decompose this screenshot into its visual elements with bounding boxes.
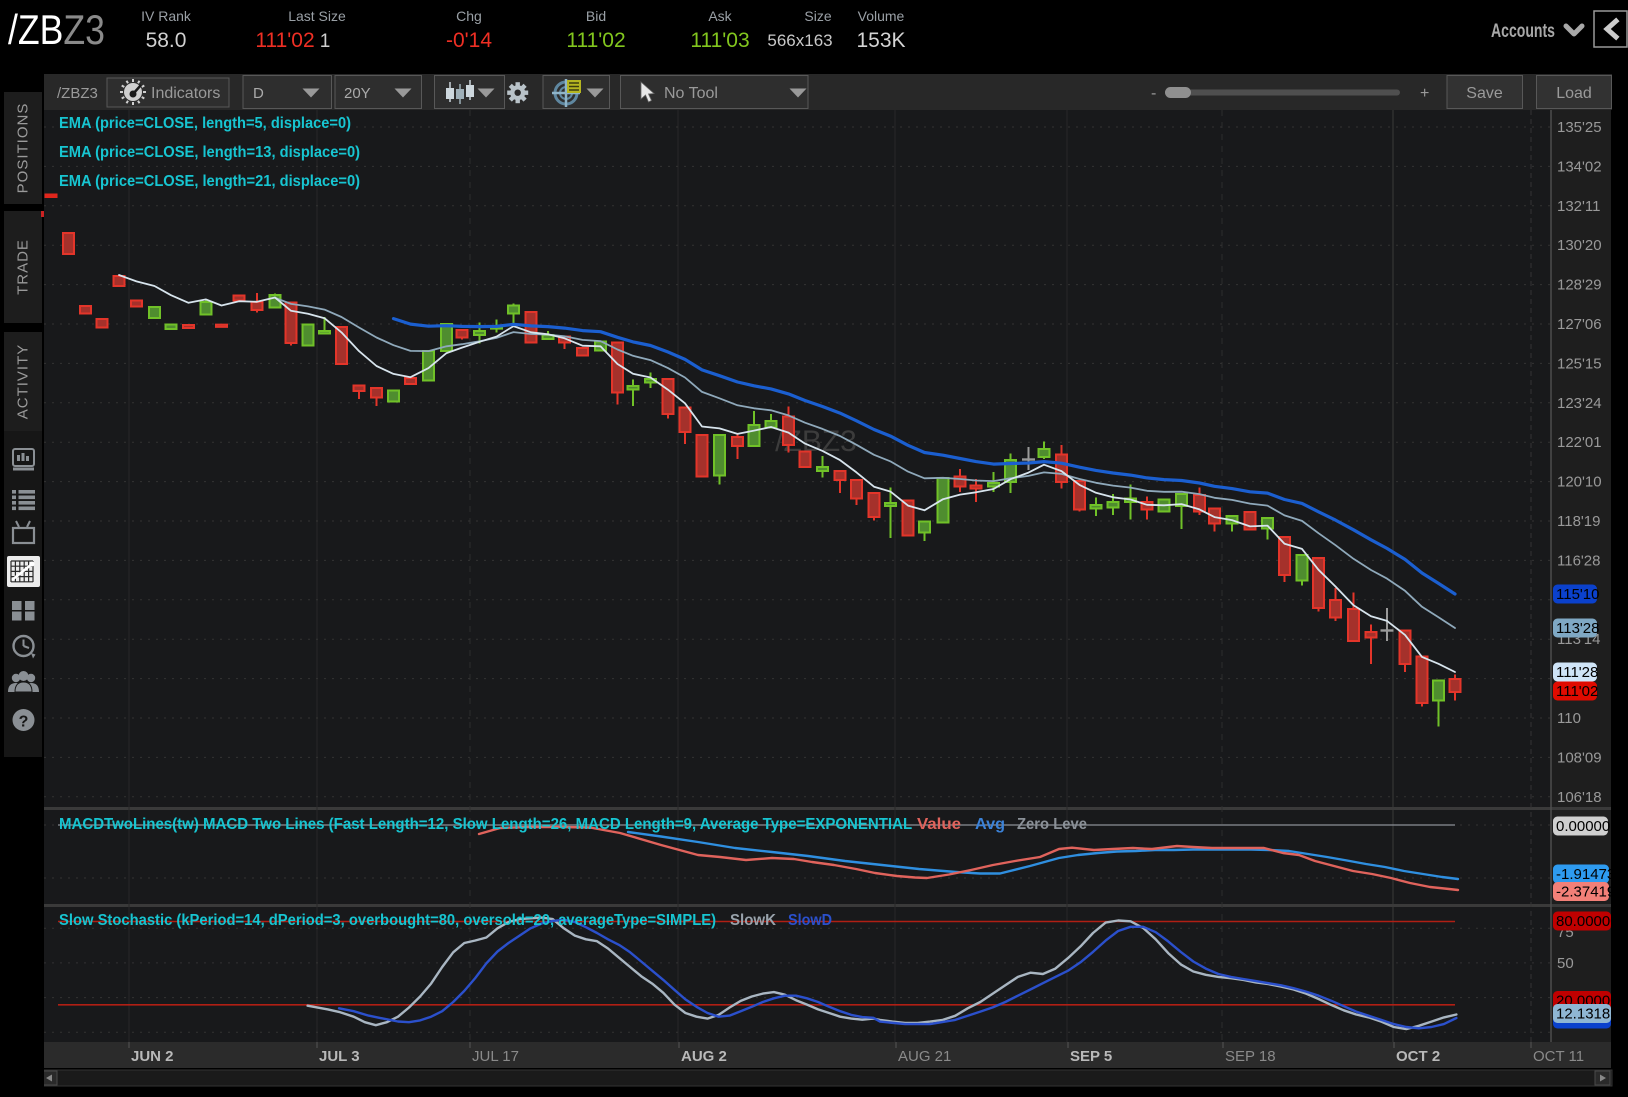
svg-text:118'19: 118'19 xyxy=(1557,513,1600,530)
svg-text:IV Rank: IV Rank xyxy=(141,8,192,24)
svg-text:125'15: 125'15 xyxy=(1557,355,1602,372)
svg-text:111'02: 111'02 xyxy=(1556,683,1598,700)
svg-text:JUN 2: JUN 2 xyxy=(131,1048,174,1065)
svg-text:/ZBZ3: /ZBZ3 xyxy=(57,85,98,102)
svg-text:Chg: Chg xyxy=(456,8,482,24)
svg-text:113'28: 113'28 xyxy=(1556,620,1599,637)
svg-text:ACTIVITY: ACTIVITY xyxy=(15,344,32,420)
svg-text:SEP 18: SEP 18 xyxy=(1225,1048,1276,1065)
svg-text:135'25: 135'25 xyxy=(1557,119,1602,136)
svg-text:Size: Size xyxy=(804,8,831,24)
svg-text:-1.91473: -1.91473 xyxy=(1556,866,1615,883)
svg-text:-2.37419: -2.37419 xyxy=(1556,884,1615,901)
svg-text:SEP 5: SEP 5 xyxy=(1070,1048,1112,1065)
svg-text:Last Size: Last Size xyxy=(288,8,346,24)
svg-text:JUL 3: JUL 3 xyxy=(319,1048,360,1065)
svg-text:Volume: Volume xyxy=(858,8,905,24)
svg-text:AUG 21: AUG 21 xyxy=(898,1048,951,1065)
svg-text:?: ? xyxy=(19,714,29,731)
svg-text:80.00000: 80.00000 xyxy=(1556,913,1619,930)
svg-text:D: D xyxy=(253,85,264,102)
svg-text:Bid: Bid xyxy=(586,8,606,24)
svg-text:132'11: 132'11 xyxy=(1557,198,1600,215)
svg-text:1: 1 xyxy=(320,31,331,52)
svg-text:116'28: 116'28 xyxy=(1557,552,1600,569)
svg-text:Accounts: Accounts xyxy=(1491,21,1555,42)
svg-text:130'20: 130'20 xyxy=(1557,237,1602,254)
svg-text:0.00000: 0.00000 xyxy=(1556,818,1610,835)
svg-text:MACDTwoLines(tw) MACD Two Line: MACDTwoLines(tw) MACD Two Lines (Fast Le… xyxy=(59,816,1087,833)
svg-text:111'02: 111'02 xyxy=(566,29,625,52)
svg-text:Save: Save xyxy=(1466,85,1503,102)
svg-text:Slow Stochastic (kPeriod=14, d: Slow Stochastic (kPeriod=14, dPeriod=3, … xyxy=(59,912,832,929)
svg-text:EMA (price=CLOSE, length=13, d: EMA (price=CLOSE, length=13, displace=0) xyxy=(59,144,360,161)
svg-text:/ZBZ3: /ZBZ3 xyxy=(8,6,105,53)
svg-text:128'29: 128'29 xyxy=(1557,277,1602,294)
svg-text:106'18: 106'18 xyxy=(1557,789,1602,806)
svg-text:OCT 11: OCT 11 xyxy=(1533,1048,1584,1065)
svg-text:+: + xyxy=(1420,85,1429,102)
svg-text:110: 110 xyxy=(1557,710,1581,727)
svg-text:POSITIONS: POSITIONS xyxy=(15,103,32,194)
svg-text:TRADE: TRADE xyxy=(15,239,32,295)
svg-text:111'03: 111'03 xyxy=(690,29,749,52)
svg-text:127'06: 127'06 xyxy=(1557,316,1602,333)
svg-text:134'02: 134'02 xyxy=(1557,158,1602,175)
svg-text:OCT 2: OCT 2 xyxy=(1396,1048,1440,1065)
svg-text:120'10: 120'10 xyxy=(1557,474,1602,491)
svg-text:Load: Load xyxy=(1556,85,1592,102)
svg-text:-0'14: -0'14 xyxy=(446,29,492,52)
svg-text:50: 50 xyxy=(1557,955,1574,972)
svg-text:108'09: 108'09 xyxy=(1557,749,1602,766)
svg-text:111'02: 111'02 xyxy=(255,29,314,52)
svg-text:AUG 2: AUG 2 xyxy=(681,1048,727,1065)
svg-text:115'10: 115'10 xyxy=(1556,586,1599,603)
svg-text:-: - xyxy=(1151,85,1156,102)
svg-text:JUL 17: JUL 17 xyxy=(472,1048,519,1065)
svg-text:566x163: 566x163 xyxy=(767,31,832,50)
svg-text:EMA (price=CLOSE, length=5, di: EMA (price=CLOSE, length=5, displace=0) xyxy=(59,115,351,132)
svg-text:58.0: 58.0 xyxy=(146,29,187,52)
svg-text:Indicators: Indicators xyxy=(151,85,220,102)
svg-text:EMA (price=CLOSE, length=21, d: EMA (price=CLOSE, length=21, displace=0) xyxy=(59,173,360,190)
svg-text:No Tool: No Tool xyxy=(664,85,718,102)
svg-text:122'01: 122'01 xyxy=(1557,434,1602,451)
svg-text:111'28: 111'28 xyxy=(1556,664,1598,681)
svg-text:12.13185: 12.13185 xyxy=(1556,1006,1619,1023)
svg-text:123'24: 123'24 xyxy=(1557,395,1602,412)
svg-text:20Y: 20Y xyxy=(344,85,371,102)
svg-text:Ask: Ask xyxy=(708,8,732,24)
svg-text:153K: 153K xyxy=(856,29,905,52)
